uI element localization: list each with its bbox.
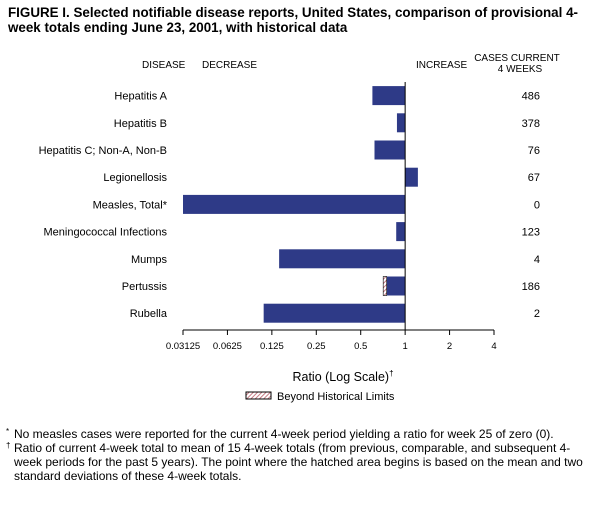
bars-layer: Hepatitis A 486 Hepatitis B 378 Hepatitis C;… (39, 86, 540, 323)
chart-title: FIGURE I. Selected notifiable disease re… (8, 5, 578, 35)
x-tick-label: 2 (447, 341, 452, 352)
cases-value: 76 (528, 145, 540, 157)
legend-swatch (245, 391, 272, 400)
disease-label: Measles, Total* (93, 199, 168, 211)
chart: DISEASE DECREASE INCREASE CASES CURRENT … (39, 53, 560, 403)
disease-label: Rubella (130, 308, 168, 320)
bar (279, 249, 406, 269)
footnote-ratio: † Ratio of current 4-week total to mean o… (6, 441, 583, 483)
x-tick-label: 0.25 (307, 341, 326, 352)
bar (396, 113, 406, 133)
x-tick-label: 0.0625 (213, 341, 242, 352)
cases-header-line1: CASES CURRENT (474, 53, 560, 64)
x-tick-label: 4 (491, 341, 496, 352)
cases-value: 486 (522, 91, 540, 103)
bar (374, 140, 406, 160)
disease-header: DISEASE (142, 60, 186, 71)
legend-label: Beyond Historical Limits (277, 391, 395, 403)
cases-value: 378 (522, 118, 540, 130)
footnote-measles: * No measles cases were reported for the … (6, 427, 554, 441)
disease-label: Mumps (131, 254, 168, 266)
decrease-header: DECREASE (202, 60, 257, 71)
cases-value: 0 (534, 199, 540, 211)
x-tick-label: 0.5 (354, 341, 367, 352)
bar (383, 276, 406, 296)
disease-label: Hepatitis C; Non-A, Non-B (39, 145, 167, 157)
cases-value: 186 (522, 281, 540, 293)
cases-value: 67 (528, 172, 540, 184)
increase-header: INCREASE (416, 60, 467, 71)
x-tick-label: 0.125 (260, 341, 284, 352)
bar (372, 86, 406, 106)
disease-label: Hepatitis B (114, 118, 167, 130)
x-tick-label: 0.03125 (166, 341, 200, 352)
x-tick-label: 1 (402, 341, 407, 352)
cases-value: 4 (534, 254, 540, 266)
cases-value: 123 (522, 227, 540, 239)
x-axis-label: Ratio (Log Scale)† (292, 369, 393, 384)
disease-label: Pertussis (122, 281, 168, 293)
cases-value: 2 (534, 308, 540, 320)
disease-label: Hepatitis A (114, 91, 167, 103)
footnotes: * No measles cases were reported for the … (6, 427, 592, 483)
bar (183, 194, 406, 214)
disease-label: Meningococcal Infections (43, 227, 167, 239)
bar (263, 303, 406, 323)
x-axis: 0.03125 0.0625 0.125 0.25 0.5 1 2 4 (166, 82, 497, 352)
bar-hatch (382, 276, 388, 296)
bar (405, 167, 418, 187)
disease-label: Legionellosis (103, 172, 167, 184)
cases-header-line2: 4 WEEKS (498, 64, 543, 75)
bar (396, 222, 406, 242)
